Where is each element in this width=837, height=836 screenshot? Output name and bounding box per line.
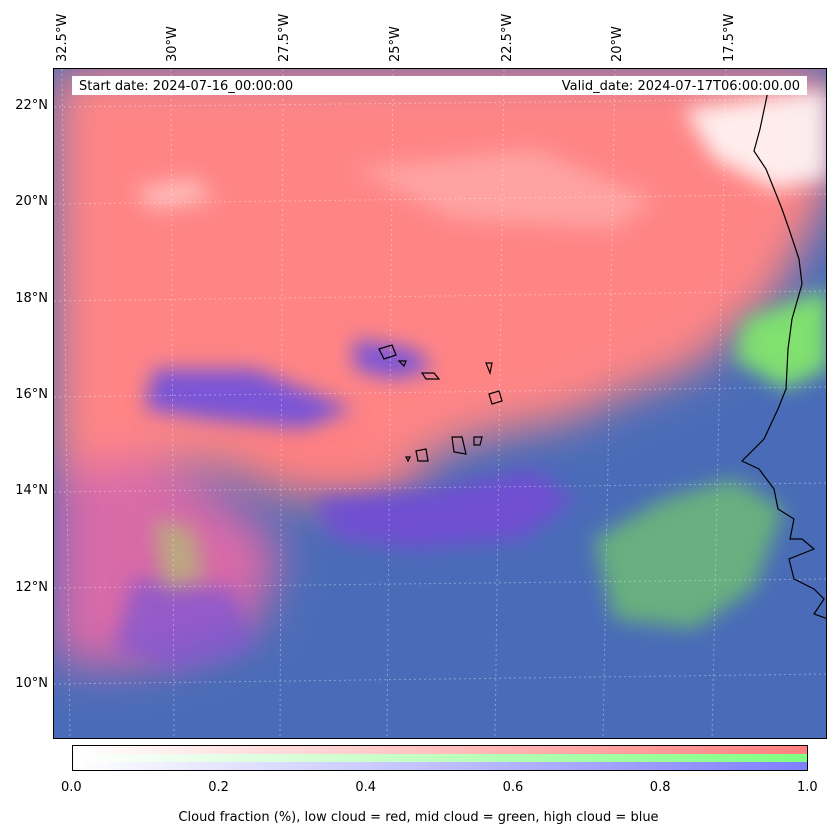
- colorbar-tick-label: 0.2: [208, 780, 229, 795]
- info-bar: [72, 76, 807, 95]
- lon-label: 30°W: [165, 26, 180, 62]
- white-cloud-layer: [134, 89, 826, 229]
- colorbar: [72, 745, 808, 771]
- lon-label: 17.5°W: [722, 13, 737, 62]
- lon-label: 22.5°W: [500, 13, 515, 62]
- lat-label: 10°N: [15, 676, 48, 691]
- lon-label: 25°W: [388, 26, 403, 62]
- map-frame: [53, 68, 827, 739]
- mid-cloud-layer: [154, 289, 826, 629]
- coastline: [740, 90, 826, 619]
- lat-label: 12°N: [15, 580, 48, 595]
- lat-label: 22°N: [15, 98, 48, 113]
- lat-label: 18°N: [15, 291, 48, 306]
- high-cloud-layer: [114, 339, 574, 669]
- lat-label: 14°N: [15, 483, 48, 498]
- colorbar-high-row: [73, 762, 807, 770]
- graticule: [54, 69, 826, 738]
- lon-label: 20°W: [610, 26, 625, 62]
- colorbar-tick-label: 1.0: [797, 780, 818, 795]
- valid-date-label: Valid_date: 2024-07-17T06:00:00.00: [561, 79, 800, 94]
- colorbar-tick-label: 0.6: [502, 780, 524, 795]
- start-date-label: Start date: 2024-07-16_00:00:00: [79, 79, 294, 94]
- colorbar-tick-label: 0.8: [649, 780, 671, 795]
- cloud-map: [54, 69, 826, 738]
- colorbar-tick-label: 0.4: [355, 780, 377, 795]
- lat-label: 16°N: [15, 387, 48, 402]
- lon-label: 27.5°W: [277, 13, 292, 62]
- lat-label: 20°N: [15, 194, 48, 209]
- colorbar-caption: Cloud fraction (%), low cloud = red, mid…: [178, 810, 659, 825]
- cape-verde-islands: [378, 344, 503, 463]
- colorbar-tick-label: 0.0: [61, 780, 82, 795]
- lon-label: 32.5°W: [55, 13, 70, 62]
